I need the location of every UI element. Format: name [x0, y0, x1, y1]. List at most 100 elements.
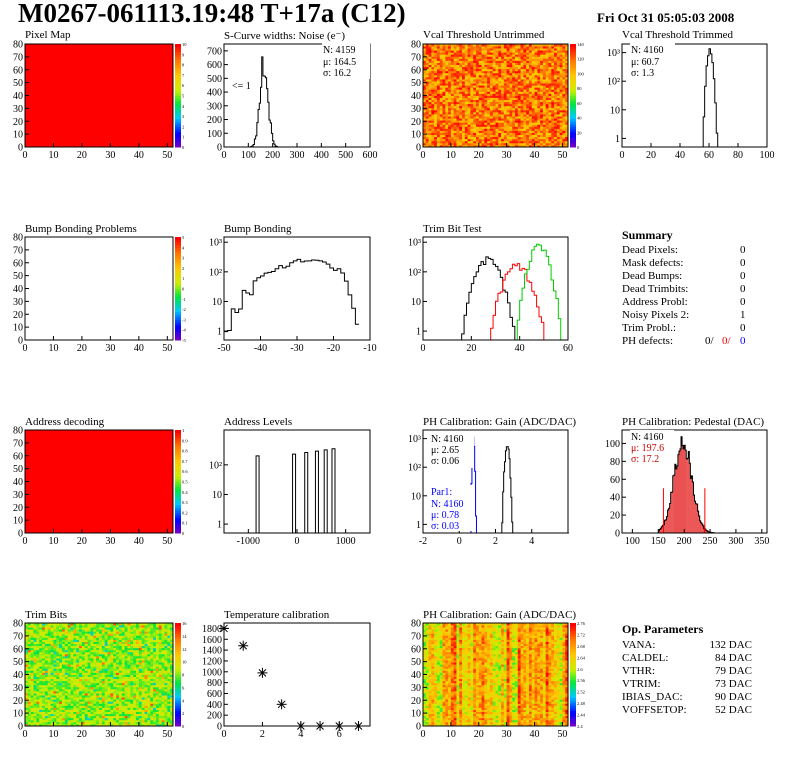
pixel_map-colorbar-label: 3 — [182, 114, 185, 119]
scurve-xtick-label: 500 — [338, 150, 353, 161]
ph-gain-title: PH Calibration: Gain (ADC/DAC) — [423, 416, 577, 428]
address_decoding-colorbar-cell — [175, 494, 181, 498]
ph_gain_map-xtick-label: 40 — [530, 729, 540, 740]
trim_bits-ytick-label: 20 — [13, 696, 23, 707]
address_decoding-colorbar-cell — [175, 460, 181, 464]
pixel_map-colorbar-cell — [175, 46, 181, 50]
temperature-ytick-label: 1600 — [202, 635, 222, 646]
ph_gain_map-colorbar-cell — [570, 710, 576, 714]
summary-row-label: Trim Probl.: — [622, 322, 677, 334]
bump_problems-colorbar-cell — [175, 239, 181, 243]
address_decoding-colorbar-cell — [175, 430, 181, 434]
vcal_untrimmed-colorbar-cell — [570, 108, 576, 112]
address_levels-ytick-label: 10 — [212, 490, 222, 501]
trim_bits-colorbar-cell — [175, 671, 181, 675]
bump_problems-colorbar-cell — [175, 247, 181, 251]
trim_bits-colorbar-cell — [175, 720, 181, 724]
scurve-ytick-label: 700 — [207, 46, 222, 57]
vcal_trimmed-ytick-label: 10³ — [607, 48, 620, 59]
vcal_untrimmed-colorbar-cell — [570, 113, 576, 117]
address-level-peak — [255, 455, 260, 533]
ph_pedestal-ytick-label: 60 — [610, 475, 620, 486]
vcal_trimmed-xtick-label: 0 — [620, 150, 625, 161]
vcal_untrimmed-colorbar-cell — [570, 98, 576, 102]
trim_bits-colorbar-label: 2 — [182, 711, 184, 716]
page-date: Fri Oct 31 05:05:03 2008 — [597, 10, 735, 25]
trim_bits-colorbar-cell — [175, 653, 181, 657]
pixel_map-colorbar-label: 6 — [182, 83, 185, 88]
vcal_untrimmed-colorbar-cell — [570, 103, 576, 107]
trim_bit_test-ytick-label: 10 — [411, 297, 421, 308]
trim-bit-test-green — [423, 243, 568, 341]
bump_problems-ytick-label: 60 — [13, 258, 23, 269]
address_decoding-colorbar-cell — [175, 455, 181, 459]
ph_gain_map-colorbar-label: 2.52 — [577, 690, 585, 695]
pixel_map-colorbar-cell — [175, 139, 181, 143]
bump_problems-colorbar-cell — [175, 316, 181, 320]
pixel_map-heatmap-cells — [25, 44, 174, 148]
bump_problems-colorbar-cell — [175, 283, 181, 287]
temperature-ytick-label: 1200 — [202, 656, 222, 667]
ph_gain_map-colorbar-cell — [570, 651, 576, 655]
op-parameter-label: IBIAS_DAC: — [622, 691, 683, 703]
address-level-peak — [292, 453, 297, 533]
vcal_untrimmed-colorbar-cell — [570, 44, 576, 48]
address_decoding-heatmap-cells — [25, 430, 174, 534]
bump_bonding-ytick-label: 1 — [217, 327, 222, 338]
vcal_untrimmed-colorbar-cell — [570, 80, 576, 84]
address_decoding-ytick-label: 0 — [18, 529, 23, 540]
address_decoding-colorbar-cell — [175, 453, 181, 457]
pixel_map-xtick-label: 0 — [23, 150, 28, 161]
bump_problems-xtick-label: 10 — [48, 343, 58, 354]
ph_gain_map-xtick-label: 20 — [474, 729, 484, 740]
summary-row-value: 0 — [740, 322, 746, 334]
address_decoding-colorbar-cell — [175, 471, 181, 475]
address_decoding-colorbar-label: 0.1 — [182, 521, 188, 526]
ph_gain_map-colorbar-cell — [570, 638, 576, 642]
pixel_map-colorbar-label: 5 — [182, 94, 185, 99]
trim_bits-colorbar-label: 4 — [182, 698, 185, 703]
trim_bits-xtick-label: 50 — [162, 729, 172, 740]
summary-title: Summary — [622, 228, 673, 242]
address_decoding-ytick-label: 30 — [13, 490, 23, 501]
trim_bits-colorbar-cell — [175, 684, 181, 688]
vcal_untrimmed-xtick-label: 40 — [530, 150, 540, 161]
ph_gain_map-colorbar-cell — [570, 707, 576, 712]
vcal_untrimmed-colorbar-label: 0 — [577, 145, 580, 150]
ph_gain-ytick-label: 10³ — [408, 434, 421, 445]
vcal_untrimmed-colorbar-cell — [570, 100, 576, 104]
op-parameter-label: VTRIM: — [622, 678, 661, 690]
ph-defects-label: PH defects: — [622, 335, 674, 347]
bump_problems-colorbar-cell — [175, 293, 181, 297]
address_decoding-colorbar-label: 1 — [182, 428, 184, 433]
address_levels-frame — [223, 429, 371, 534]
address_decoding-colorbar-label: 0.6 — [182, 469, 188, 474]
trim_bits-colorbar-cell — [175, 718, 181, 722]
scurve-title: S-Curve widths: Noise (e⁻) — [224, 30, 345, 42]
summary-row-label: Noisy Pixels 2: — [622, 309, 690, 321]
pixel_map-colorbar-cell — [175, 95, 181, 99]
pixel_map-colorbar-cell — [175, 54, 181, 58]
ph_pedestal-xtick-label: 300 — [728, 536, 743, 547]
ph_gain-xtick-label: 4 — [529, 536, 534, 547]
vcal_untrimmed-ytick-label: 30 — [411, 104, 421, 115]
bump_problems-colorbar-label: 4 — [182, 245, 185, 250]
bump_problems-colorbar-label: 0 — [182, 287, 185, 292]
bump_bonding-xtick-label: -20 — [327, 343, 340, 354]
trim_bits-colorbar-cell — [175, 700, 181, 704]
trim_bit_test-ytick-label: 1 — [416, 327, 421, 338]
ph_gain_map-colorbar-cell — [570, 648, 576, 652]
trim_bits-colorbar-label: 16 — [182, 621, 187, 626]
address_decoding-colorbar-cell — [175, 466, 181, 470]
bump_problems-ytick-label: 40 — [13, 284, 23, 295]
trim_bit_test-frame — [422, 236, 569, 341]
ph_gain_map-colorbar-cell — [570, 661, 576, 665]
vcal_untrimmed-colorbar-label: 140 — [577, 42, 585, 47]
pixel_map-colorbar-cell — [175, 103, 181, 107]
address_decoding-colorbar-cell — [175, 476, 181, 480]
vcal_untrimmed-colorbar-label: 120 — [577, 57, 585, 62]
pixel_map-colorbar-cell — [175, 77, 181, 81]
trim_bits-colorbar-cell — [175, 679, 181, 683]
ph_gain_map-colorbar-label: 2.48 — [577, 701, 586, 706]
